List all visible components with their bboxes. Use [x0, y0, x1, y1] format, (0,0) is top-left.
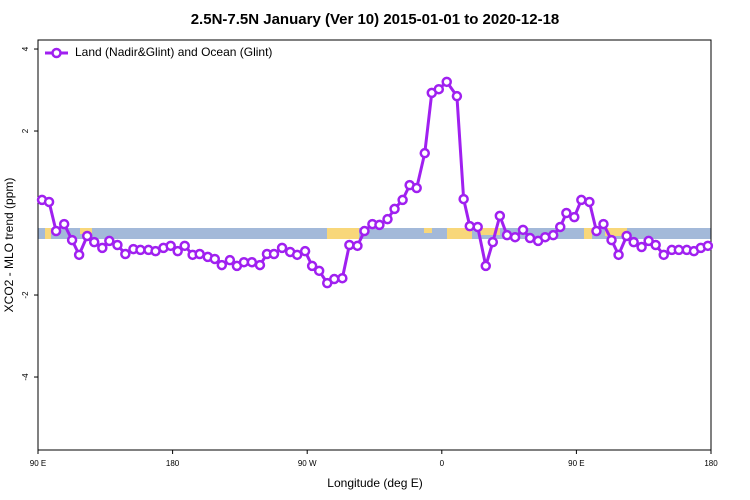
- y-axis-label: XCO2 - MLO trend (ppm): [2, 178, 16, 313]
- data-point: [621, 230, 632, 242]
- data-point: [50, 225, 62, 237]
- data-point: [382, 213, 393, 225]
- legend-label: Land (Nadir&Glint) and Ocean (Glint): [75, 45, 272, 59]
- data-point: [299, 245, 311, 257]
- chart-title: 2.5N-7.5N January (Ver 10) 2015-01-01 to…: [191, 11, 560, 28]
- data-point: [411, 182, 422, 194]
- data-point: [43, 196, 55, 208]
- data-point: [487, 236, 499, 248]
- data-point: [451, 90, 463, 102]
- data-point: [254, 259, 266, 271]
- data-point: [344, 239, 355, 251]
- data-point: [329, 273, 340, 285]
- legend-marker: [51, 47, 62, 59]
- data-point: [135, 244, 146, 256]
- data-point: [389, 203, 400, 215]
- data-point: [58, 218, 70, 230]
- data-point: [179, 240, 190, 252]
- data-point: [352, 240, 363, 252]
- data-point: [73, 249, 85, 261]
- data-point: [569, 211, 580, 223]
- data-point: [209, 253, 221, 265]
- data-point: [636, 241, 647, 253]
- data-point: [554, 221, 566, 233]
- data-point: [591, 225, 602, 237]
- data-point: [291, 249, 303, 261]
- data-point: [561, 207, 572, 219]
- data-point: [702, 240, 714, 252]
- x-tick-label: 90 E: [568, 459, 584, 468]
- data-point: [613, 249, 624, 261]
- data-point: [658, 249, 669, 261]
- data-point: [276, 242, 288, 254]
- data-point: [194, 248, 205, 260]
- y-tick-label: 2: [21, 128, 30, 133]
- data-point: [584, 196, 595, 208]
- data-point: [374, 219, 385, 231]
- y-tick-label: -2: [21, 291, 30, 299]
- data-point: [650, 239, 661, 251]
- x-axis-label: Longitude (deg E): [327, 476, 422, 490]
- x-tick-label: 180: [166, 459, 180, 468]
- data-point: [104, 235, 115, 247]
- data-point: [81, 230, 93, 242]
- data-point: [246, 256, 258, 268]
- data-point: [224, 254, 236, 266]
- data-point: [441, 76, 452, 88]
- data-point: [509, 231, 521, 243]
- data-point: [576, 194, 587, 206]
- data-point: [472, 221, 483, 233]
- data-point: [524, 232, 536, 244]
- data-point: [494, 210, 506, 222]
- data-point: [517, 224, 529, 236]
- data-point: [268, 248, 280, 260]
- data-point: [480, 260, 492, 272]
- data-point: [337, 272, 348, 284]
- data-point: [419, 147, 431, 159]
- x-tick-label: 0: [440, 459, 445, 468]
- x-tick-label: 180: [704, 459, 718, 468]
- data-point: [306, 260, 318, 272]
- data-point: [433, 83, 445, 95]
- data-point: [97, 242, 108, 254]
- data-point: [606, 234, 617, 246]
- data-point: [172, 245, 183, 257]
- data-point: [397, 194, 408, 206]
- data-point: [628, 236, 639, 248]
- data-point: [539, 231, 551, 243]
- data-point: [112, 239, 123, 251]
- data-point: [359, 225, 370, 237]
- y-tick-label: 4: [21, 46, 30, 51]
- x-tick-label: 90 E: [30, 459, 46, 468]
- data-point: [88, 236, 100, 248]
- data-point: [66, 234, 78, 246]
- data-point: [313, 265, 325, 277]
- x-tick-label: 90 W: [298, 459, 317, 468]
- data-point: [458, 193, 469, 205]
- data-point: [165, 240, 176, 252]
- data-point: [598, 218, 609, 230]
- data-point: [501, 229, 513, 241]
- data-point: [120, 248, 131, 260]
- data-point: [216, 259, 228, 271]
- data-point: [547, 229, 559, 241]
- y-tick-label: -4: [21, 373, 30, 381]
